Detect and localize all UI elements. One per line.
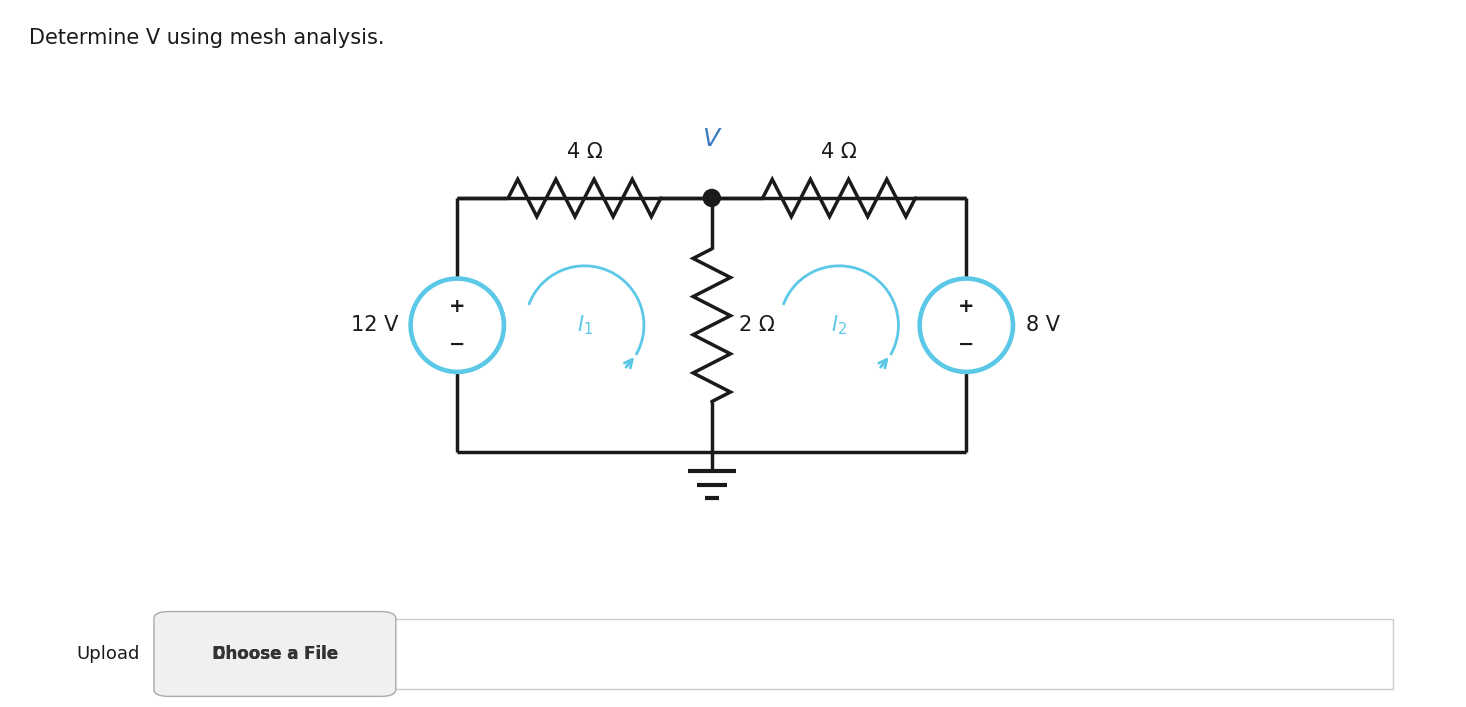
FancyBboxPatch shape [154,612,396,696]
Text: +: + [449,297,466,316]
Text: Choose a File: Choose a File [213,645,339,663]
Text: $V$: $V$ [702,127,723,151]
Text: Dhoose a File: Dhoose a File [213,645,339,663]
FancyBboxPatch shape [279,619,1393,689]
Text: $I_2$: $I_2$ [831,313,847,337]
Text: 8 V: 8 V [1026,315,1060,335]
Text: $I_1$: $I_1$ [576,313,592,337]
Text: Upload: Upload [76,645,139,663]
Text: +: + [959,297,975,316]
Circle shape [704,189,720,206]
Text: 4 Ω: 4 Ω [821,142,858,163]
Text: 2 Ω: 2 Ω [739,315,774,335]
Text: −: − [959,334,975,354]
Text: Determine V using mesh analysis.: Determine V using mesh analysis. [29,28,384,48]
Text: −: − [449,334,466,354]
Text: 12 V: 12 V [350,315,397,335]
Text: 4 Ω: 4 Ω [567,142,603,163]
